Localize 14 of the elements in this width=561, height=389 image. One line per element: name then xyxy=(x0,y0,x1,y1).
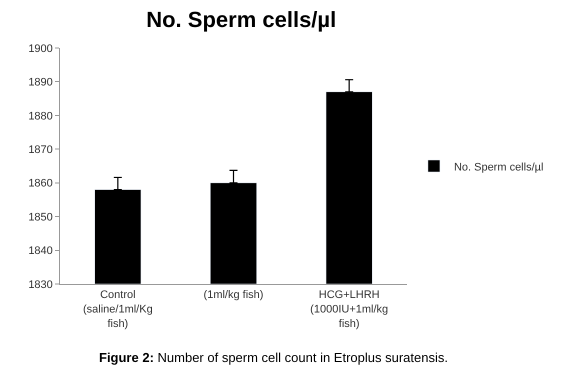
y-tick-label: 1860 xyxy=(28,178,53,190)
y-tick-label: 1890 xyxy=(28,76,53,89)
legend-label: No. Sperm cells/µl xyxy=(454,161,544,174)
x-tick-label: (1ml/kg fish) xyxy=(204,289,264,302)
x-tick-label: Control (saline/1ml/Kg fish) xyxy=(82,289,153,330)
y-tick-label: 1880 xyxy=(28,110,53,122)
y-tick-label: 1900 xyxy=(28,42,53,55)
y-tick-label: 1850 xyxy=(28,211,53,224)
caption: Figure 2: Number of sperm cell count in Etroplus suratensis. xyxy=(99,350,448,365)
y-tick-label: 1870 xyxy=(28,144,53,156)
x-tick-label: HCG+LHRH (1000IU+1ml/kg fish) xyxy=(310,289,388,330)
y-tick-label: 1840 xyxy=(28,245,53,258)
chart-title: No. Sperm cells/µl xyxy=(146,7,336,32)
y-tick-label: 1830 xyxy=(28,278,53,291)
